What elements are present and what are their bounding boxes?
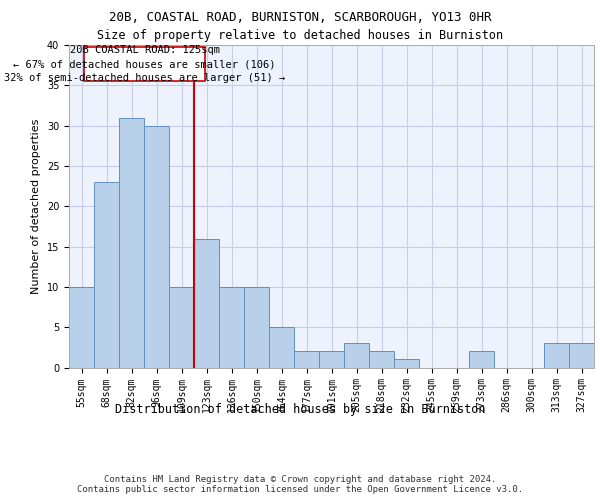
Bar bbox=[144, 126, 169, 368]
Text: Contains HM Land Registry data © Crown copyright and database right 2024.
Contai: Contains HM Land Registry data © Crown c… bbox=[77, 474, 523, 494]
Text: Distribution of detached houses by size in Burniston: Distribution of detached houses by size … bbox=[115, 402, 485, 415]
Bar bbox=[344, 344, 369, 367]
Bar bbox=[544, 344, 569, 367]
Bar bbox=[169, 287, 194, 368]
Bar bbox=[394, 360, 419, 368]
Text: 20B, COASTAL ROAD, BURNISTON, SCARBOROUGH, YO13 0HR: 20B, COASTAL ROAD, BURNISTON, SCARBOROUG… bbox=[109, 11, 491, 24]
Bar bbox=[69, 287, 94, 368]
Bar bbox=[194, 238, 219, 368]
Bar bbox=[369, 352, 394, 368]
Bar bbox=[569, 344, 594, 367]
Bar bbox=[244, 287, 269, 368]
Y-axis label: Number of detached properties: Number of detached properties bbox=[31, 118, 41, 294]
Bar bbox=[294, 352, 319, 368]
FancyBboxPatch shape bbox=[84, 48, 205, 82]
Bar bbox=[319, 352, 344, 368]
Bar bbox=[219, 287, 244, 368]
Bar bbox=[94, 182, 119, 368]
Bar bbox=[119, 118, 144, 368]
Bar bbox=[269, 327, 294, 368]
Text: 20B COASTAL ROAD: 125sqm
← 67% of detached houses are smaller (106)
32% of semi-: 20B COASTAL ROAD: 125sqm ← 67% of detach… bbox=[4, 46, 285, 84]
Bar bbox=[469, 352, 494, 368]
Text: Size of property relative to detached houses in Burniston: Size of property relative to detached ho… bbox=[97, 29, 503, 42]
